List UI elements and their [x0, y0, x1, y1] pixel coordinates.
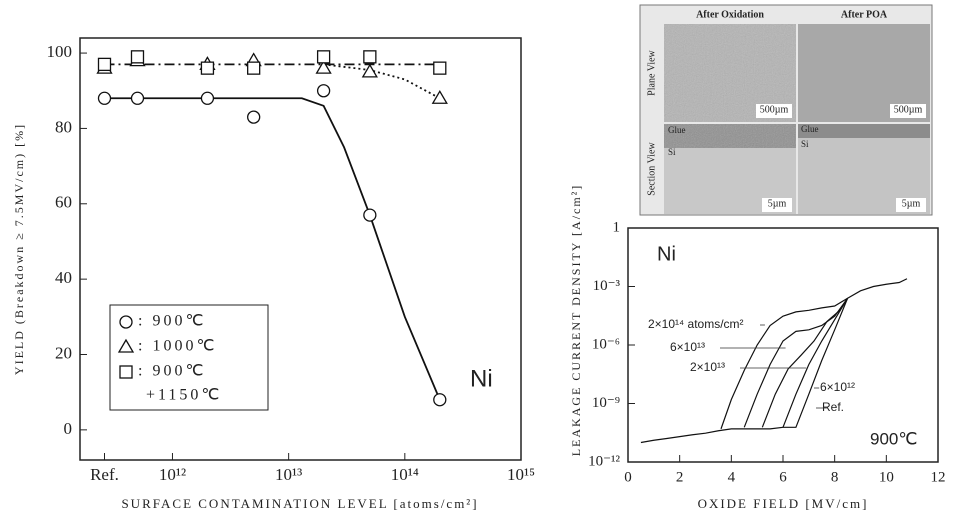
- legend-label: : 900℃: [138, 363, 206, 380]
- y-tick-label: 80: [55, 117, 72, 136]
- y-tick-label: 40: [55, 268, 72, 287]
- layer-label: Si: [668, 147, 676, 157]
- scale-label: 5µm: [768, 198, 787, 209]
- legend-label: : 900℃: [138, 313, 206, 330]
- data-point: [248, 62, 260, 74]
- data-point: [434, 394, 446, 406]
- annotation: Ni: [470, 365, 493, 392]
- y-tick-label: 10⁻¹²: [588, 453, 620, 469]
- legend-label: : 1000℃: [138, 338, 217, 355]
- data-point: [434, 62, 446, 74]
- page: After Oxidation After POA Plane View Sec…: [0, 0, 955, 520]
- x-axis-label: SURFACE CONTAMINATION LEVEL [atoms/cm²]: [121, 496, 478, 511]
- series-label: 2×10¹⁴ atoms/cm²: [648, 317, 744, 331]
- data-point: [201, 92, 213, 104]
- data-point: [433, 91, 447, 103]
- data-point: [201, 62, 213, 74]
- y-tick-label: 10⁻⁹: [592, 395, 620, 411]
- x-tick-label: 0: [624, 469, 632, 485]
- x-tick-label: 4: [728, 469, 736, 485]
- y-tick-label: 10⁻⁶: [592, 336, 620, 352]
- row-label: Section View: [646, 142, 657, 196]
- x-tick-label: 12: [931, 469, 946, 485]
- series-label: 6×10¹³: [670, 340, 705, 354]
- legend-label: +1150℃: [146, 387, 222, 404]
- y-tick-label: 60: [55, 193, 72, 212]
- scale-label: 500µm: [760, 104, 789, 115]
- x-tick-label: 10: [879, 469, 894, 485]
- x-tick-label: 10¹⁵: [507, 465, 535, 484]
- y-tick-label: 0: [64, 419, 73, 438]
- y-tick-label: 20: [55, 343, 72, 362]
- series-label: Ref.: [822, 400, 844, 414]
- layer-label: Glue: [801, 124, 819, 134]
- y-axis-label: YIELD (Breakdown ≥ 7.5MV/cm) [%]: [12, 123, 26, 375]
- series-label: 2×10¹³: [690, 360, 725, 374]
- column-label: After Oxidation: [696, 9, 764, 20]
- row-label: Plane View: [646, 49, 657, 95]
- figure: After Oxidation After POA Plane View Sec…: [0, 0, 955, 520]
- x-tick-label: 10¹⁴: [391, 465, 419, 484]
- data-point: [131, 51, 143, 63]
- data-point: [131, 92, 143, 104]
- annotation: 900℃: [870, 429, 917, 448]
- scale-label: 5µm: [902, 198, 921, 209]
- y-tick-label: 10⁻³: [593, 278, 621, 294]
- layer-label: Si: [801, 139, 809, 149]
- x-axis-label: OXIDE FIELD [MV/cm]: [698, 496, 869, 511]
- fit-curve: [324, 64, 440, 98]
- legend-marker: [120, 366, 132, 378]
- data-point: [364, 209, 376, 221]
- x-tick-label: 10¹²: [159, 465, 186, 484]
- column-label: After POA: [841, 9, 888, 20]
- x-tick-label: Ref.: [90, 465, 119, 484]
- data-point: [318, 51, 330, 63]
- legend-marker: [120, 316, 132, 328]
- data-point: [248, 111, 260, 123]
- y-tick-label: 1: [613, 219, 621, 235]
- data-point: [98, 58, 110, 70]
- layer-label: Glue: [668, 125, 686, 135]
- annotation: Ni: [657, 243, 676, 265]
- x-tick-label: 6: [779, 469, 787, 485]
- y-axis-label: LEAKAGE CURRENT DENSITY [A/cm²]: [569, 184, 583, 457]
- x-tick-label: 2: [676, 469, 684, 485]
- series-label: 6×10¹²: [820, 380, 855, 394]
- scale-label: 500µm: [894, 104, 923, 115]
- micrograph: After Oxidation After POA Plane View Sec…: [640, 5, 932, 215]
- series-line: [721, 279, 907, 429]
- x-tick-label: 10¹³: [275, 465, 302, 484]
- x-tick-label: 8: [831, 469, 839, 485]
- data-point: [98, 92, 110, 104]
- data-point: [318, 85, 330, 97]
- y-tick-label: 100: [47, 42, 73, 61]
- data-point: [364, 51, 376, 63]
